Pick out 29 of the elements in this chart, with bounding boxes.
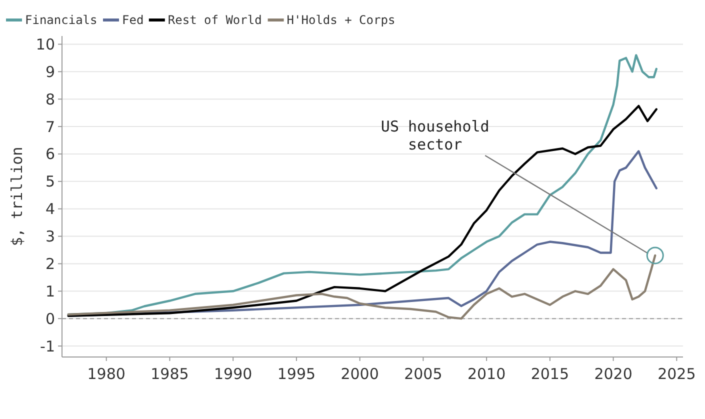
- x-tick-label: 2010: [467, 365, 506, 383]
- y-tick-label: 8: [45, 90, 55, 108]
- x-tick-label: 1980: [87, 365, 126, 383]
- y-tick-label: 0: [45, 310, 55, 328]
- y-tick-label: 4: [45, 200, 55, 218]
- y-tick-label: 5: [45, 172, 55, 191]
- annotation: US household sector: [380, 117, 490, 154]
- x-tick-label: 2025: [658, 365, 696, 383]
- x-tick-label: 1985: [150, 365, 189, 383]
- x-tick-label: 2015: [530, 365, 570, 383]
- y-tick-label: 3: [45, 228, 55, 246]
- y-tick-label: -1: [40, 337, 55, 356]
- y-tick-label: 7: [45, 118, 55, 136]
- y-tick-label: 6: [45, 145, 55, 164]
- legend-label: Financials: [25, 13, 98, 28]
- legend-label: H'Holds + Corps: [286, 13, 396, 28]
- y-tick-label: 9: [45, 62, 55, 81]
- x-tick-label: 2020: [594, 365, 632, 383]
- x-tick-label: 2005: [404, 365, 442, 383]
- x-tick-label: 1990: [214, 365, 252, 383]
- legend-label: Fed: [122, 13, 144, 28]
- y-tick-label: 1: [45, 282, 55, 300]
- y-axis-title: $, trillion: [8, 146, 26, 246]
- y-tick-label: 10: [36, 35, 55, 54]
- x-tick-label: 2000: [340, 365, 379, 383]
- y-tick-label: 2: [45, 254, 55, 273]
- line-series: [67, 104, 658, 317]
- legend-label: Rest of World: [168, 13, 262, 28]
- x-tick-label: 1995: [277, 365, 316, 383]
